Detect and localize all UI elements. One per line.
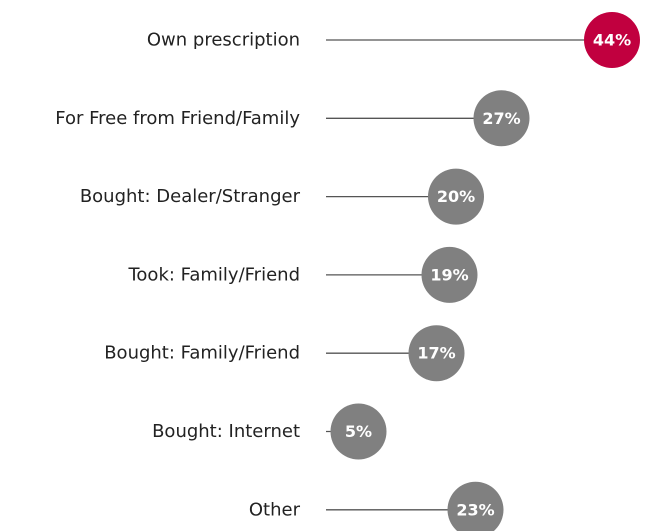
value-label: 44% xyxy=(593,31,631,50)
category-label: Bought: Dealer/Stranger xyxy=(80,186,301,207)
dot xyxy=(408,325,465,382)
category-label: Bought: Family/Friend xyxy=(104,343,300,364)
dot xyxy=(330,403,387,460)
value-label: 27% xyxy=(482,109,520,128)
category-label: Other xyxy=(249,499,301,520)
value-label: 17% xyxy=(417,344,455,363)
dot xyxy=(473,90,530,147)
dot xyxy=(421,246,478,303)
value-label: 19% xyxy=(430,265,468,284)
dot xyxy=(584,12,640,68)
category-label: Own prescription xyxy=(147,30,300,51)
category-label: Bought: Internet xyxy=(152,421,300,442)
dot xyxy=(428,168,484,225)
category-label: Took: Family/Friend xyxy=(127,264,300,285)
category-label: For Free from Friend/Family xyxy=(55,108,300,129)
value-label: 23% xyxy=(456,500,494,519)
dot xyxy=(447,481,504,531)
value-label: 20% xyxy=(437,187,475,206)
value-label: 5% xyxy=(345,422,372,441)
